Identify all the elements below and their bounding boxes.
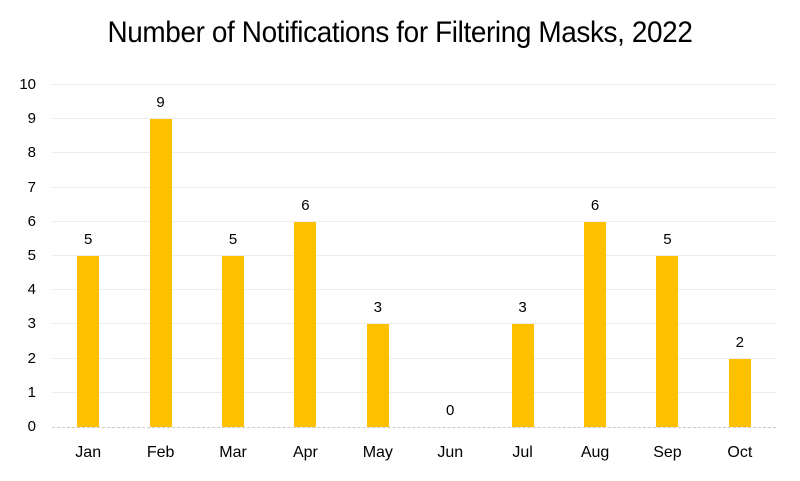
gridline-1 xyxy=(52,392,776,393)
y-tick-label-4: 4 xyxy=(27,281,36,298)
bar-may xyxy=(366,324,389,427)
y-tick-label-7: 7 xyxy=(27,179,36,196)
bar-value-label-jun: 0 xyxy=(446,402,455,419)
bar-value-label-jan: 5 xyxy=(84,231,93,248)
gridline-4 xyxy=(52,289,776,290)
gridline-6 xyxy=(52,221,776,222)
y-tick-label-9: 9 xyxy=(27,110,36,127)
bar-value-label-mar: 5 xyxy=(228,231,238,248)
y-axis: 0 1 2 3 4 5 6 7 8 9 10 xyxy=(0,76,36,435)
gridline-3 xyxy=(52,323,776,324)
y-tick-label-6: 6 xyxy=(27,213,36,230)
gridline-2 xyxy=(52,358,776,359)
bar-value-label-oct: 2 xyxy=(735,334,744,351)
gridline-8 xyxy=(52,152,776,153)
x-tick-label-apr: Apr xyxy=(292,444,318,461)
bar-apr xyxy=(294,222,317,427)
gridline-7 xyxy=(52,187,776,188)
x-tick-label-jul: Jul xyxy=(512,444,533,461)
bar-slot-jul: 3 xyxy=(486,85,558,427)
bar-slot-feb: 9 xyxy=(124,85,196,427)
y-tick-label-8: 8 xyxy=(27,144,36,161)
bar-slot-apr: 6 xyxy=(269,85,341,427)
bar-slot-jun: 0 xyxy=(414,85,486,427)
bar-value-label-may: 3 xyxy=(373,299,382,316)
bar-slot-mar: 5 xyxy=(197,85,269,427)
bar-aug xyxy=(583,222,606,427)
bar-slot-may: 3 xyxy=(342,85,414,427)
bar-jan xyxy=(77,256,100,427)
bar-sep xyxy=(656,256,679,427)
x-tick-label-may: May xyxy=(362,444,393,461)
bar-value-label-sep: 5 xyxy=(663,231,672,248)
x-tick-label-oct: Oct xyxy=(727,444,753,461)
bar-oct xyxy=(728,359,751,427)
bar-slot-sep: 5 xyxy=(631,85,703,427)
x-axis: Jan Feb Mar Apr May Jun Jul Aug Sep Oct xyxy=(52,443,776,463)
gridline-9 xyxy=(52,118,776,119)
bar-slot-oct: 2 xyxy=(704,85,776,427)
y-tick-label-1: 1 xyxy=(27,384,36,401)
x-tick-label-feb: Feb xyxy=(146,444,175,461)
plot-area: 5 9 5 6 3 0 3 6 5 2 xyxy=(52,84,776,428)
bar-jul xyxy=(511,324,534,427)
y-tick-label-3: 3 xyxy=(27,315,36,332)
x-tick-label-sep: Sep xyxy=(653,444,682,461)
y-tick-label-10: 10 xyxy=(19,76,36,93)
y-tick-label-0: 0 xyxy=(27,418,36,435)
bar-value-label-feb: 9 xyxy=(156,94,165,111)
x-tick-label-jun: Jun xyxy=(437,444,464,461)
x-tick-label-aug: Aug xyxy=(580,444,610,461)
y-tick-label-2: 2 xyxy=(27,350,36,367)
bar-value-label-aug: 6 xyxy=(590,197,600,214)
bar-slot-jan: 5 xyxy=(52,85,124,427)
x-tick-label-mar: Mar xyxy=(219,444,247,461)
gridline-5 xyxy=(52,255,776,256)
y-tick-label-5: 5 xyxy=(27,247,36,264)
gridline-10 xyxy=(52,84,776,85)
bar-feb xyxy=(149,119,172,427)
bar-slot-aug: 6 xyxy=(559,85,631,427)
bar-mar xyxy=(221,256,244,427)
bar-value-label-jul: 3 xyxy=(518,299,527,316)
x-tick-label-jan: Jan xyxy=(75,444,102,461)
bar-value-label-apr: 6 xyxy=(301,197,310,214)
chart-title: Number of Notifications for Filtering Ma… xyxy=(107,16,693,49)
